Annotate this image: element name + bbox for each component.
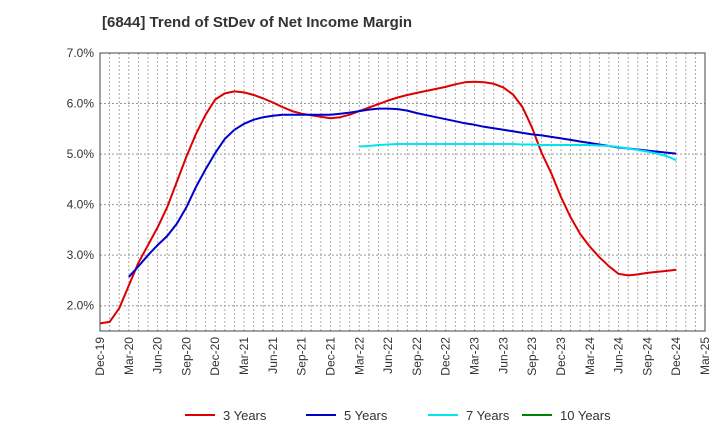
- x-tick-label: Mar-24: [583, 337, 597, 375]
- x-tick-label: Jun-21: [266, 337, 280, 374]
- plot-background: [100, 53, 705, 331]
- y-tick-label: 7.0%: [67, 46, 95, 60]
- x-tick-label: Dec-24: [669, 337, 683, 376]
- x-tick-label: Jun-24: [612, 337, 626, 374]
- x-tick-label: Jun-22: [381, 337, 395, 374]
- legend-label: 7 Years: [466, 408, 510, 423]
- x-tick-label: Mar-21: [237, 337, 251, 375]
- legend: 3 Years 5 Years 7 Years 10 Years: [185, 408, 611, 423]
- legend-label: 5 Years: [344, 408, 388, 423]
- x-tick-label: Mar-20: [122, 337, 136, 375]
- x-tick-label: Sep-21: [295, 337, 309, 376]
- x-tick-label: Dec-20: [208, 337, 222, 376]
- y-tick-label: 6.0%: [67, 97, 95, 111]
- x-tick-label: Mar-23: [468, 337, 482, 375]
- x-tick-label: Sep-24: [640, 337, 654, 376]
- y-tick-label: 4.0%: [67, 198, 95, 212]
- x-tick-label: Sep-20: [179, 337, 193, 376]
- x-tick-label: Mar-22: [352, 337, 366, 375]
- series-line: [359, 143, 677, 162]
- series-line: [128, 107, 677, 278]
- y-tick-label: 2.0%: [67, 299, 95, 313]
- x-tick-label: Dec-22: [439, 337, 453, 376]
- y-axis: 2.0% 3.0% 4.0% 5.0% 6.0% 7.0%: [67, 46, 95, 313]
- series-line: [99, 80, 677, 325]
- x-tick-label: Sep-23: [525, 337, 539, 376]
- series-lines: [99, 80, 677, 325]
- legend-label: 3 Years: [223, 408, 267, 423]
- plot-frame: [99, 52, 706, 332]
- x-tick-label: Sep-22: [410, 337, 424, 376]
- y-tick-label: 3.0%: [67, 248, 95, 262]
- y-tick-label: 5.0%: [67, 147, 95, 161]
- chart-title: [6844] Trend of StDev of Net Income Marg…: [102, 14, 413, 31]
- x-tick-label: Jun-20: [151, 337, 165, 374]
- x-tick-label: Dec-21: [323, 337, 337, 376]
- x-tick-label: Dec-19: [93, 337, 107, 376]
- legend-label: 10 Years: [560, 408, 611, 423]
- x-axis: Dec-19 Mar-20 Jun-20 Sep-20 Dec-20 Mar-21 Jun-…: [93, 337, 712, 376]
- x-tick-label: Jun-23: [496, 337, 510, 374]
- x-tick-label: Mar-25: [698, 337, 712, 375]
- x-tick-label: Dec-23: [554, 337, 568, 376]
